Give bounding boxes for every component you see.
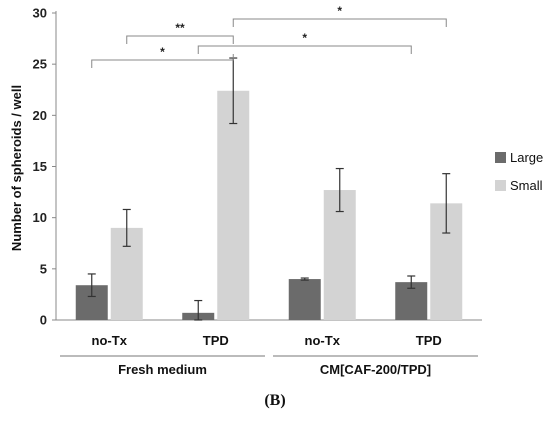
category-label: no-Tx [92,333,128,348]
bar-large-2 [288,279,321,320]
legend: Large Small [495,150,543,193]
legend-swatch [495,180,506,191]
bar-small-1 [217,90,250,320]
y-tick-label: 0 [40,313,47,328]
y-tick-label: 25 [33,57,47,72]
significance-bracket [126,35,234,44]
bars [75,90,463,320]
panel-label: (B) [264,392,286,409]
y-tick-label: 5 [40,261,47,276]
group-label: CM[CAF-200/TPD] [320,362,431,377]
significance-mark: * [302,31,307,45]
legend-label: Small [510,178,543,193]
group-label: Fresh medium [118,362,207,377]
category-label: TPD [203,333,229,348]
significance-bracket [91,54,234,68]
significance-brackets: ***** [91,4,447,68]
y-tick-label: 10 [33,210,47,225]
legend-label: Large [510,150,543,165]
y-tick-label: 30 [33,6,47,21]
y-axis-label: Number of spheroids / well [9,85,24,251]
significance-mark: * [160,45,165,59]
y-tick-label: 20 [33,108,47,123]
category-label: no-Tx [305,333,341,348]
significance-bracket [232,18,447,27]
significance-bracket [197,45,412,54]
significance-mark: * [337,4,342,18]
legend-swatch [495,152,506,163]
y-tick-label: 15 [33,159,47,174]
axes: 0 5 10 15 20 25 30 [33,6,482,328]
category-label: TPD [416,333,442,348]
significance-mark: ** [175,21,185,35]
category-labels: no-Tx TPD no-Tx TPD Fresh medium CM[CAF-200/T… [60,333,478,377]
